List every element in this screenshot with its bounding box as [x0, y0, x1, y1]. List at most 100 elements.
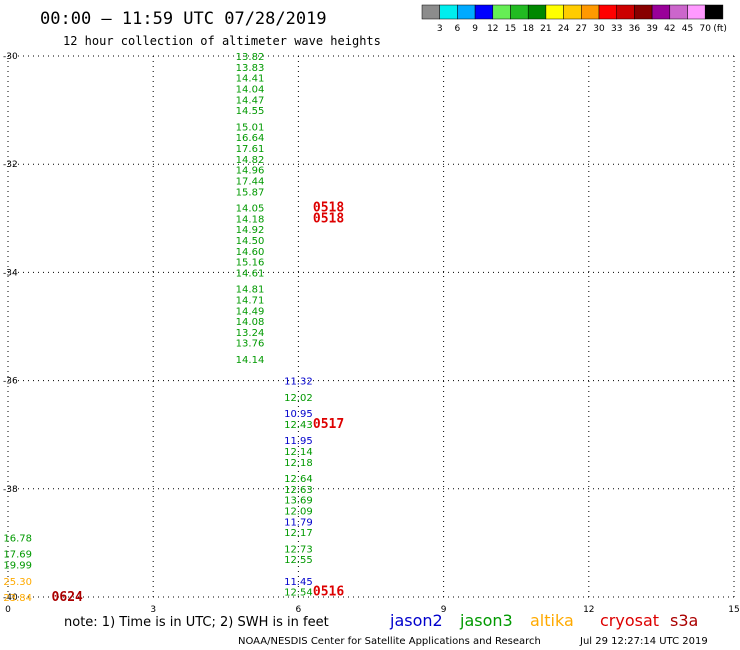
wave-height-label: 23.84	[3, 593, 32, 604]
colorbar-swatch	[492, 4, 511, 20]
data-points: 11.32 10.95 11.95 11.79 11.45 13.8213.8314.41…	[3, 52, 344, 605]
wave-height-label: 14.18	[236, 214, 265, 225]
wave-height-label: 17.44	[236, 176, 265, 187]
x-tick-label: 9	[441, 605, 447, 615]
wave-height-label: 14.14	[236, 355, 265, 366]
colorbar-swatch	[598, 4, 617, 20]
colorbar-label: 24	[558, 24, 570, 34]
colorbar-swatch	[616, 4, 635, 20]
wave-height-label: 11.79	[284, 517, 313, 528]
wave-height-label: 19.99	[3, 561, 32, 572]
colorbar-label: 70	[699, 24, 711, 34]
pass-label: 0624	[52, 590, 83, 605]
wave-height-label: 11.32	[284, 377, 313, 388]
x-tick-label: 12	[583, 605, 594, 615]
colorbar-label: 3	[437, 24, 443, 34]
colorbar-swatch	[457, 4, 476, 20]
wave-height-label: 17.61	[236, 144, 265, 155]
colorbar-swatch	[474, 4, 494, 20]
colorbar-label: 15	[505, 24, 516, 34]
colorbar-swatch	[527, 4, 547, 20]
wave-height-label: 14.61	[236, 268, 265, 279]
x-tick-label: 15	[728, 605, 739, 615]
wave-height-label: 11.45	[284, 577, 313, 588]
wave-height-label: 14.47	[236, 95, 265, 106]
colorbar-label: 6	[455, 24, 461, 34]
wave-height-label: 16.78	[3, 533, 32, 544]
wave-height-label: 12.63	[284, 485, 313, 496]
colorbar-label: 18	[522, 24, 534, 34]
wave-height-label: 12.73	[284, 544, 313, 555]
legend-altika: altika	[530, 611, 574, 630]
wave-height-label: 11.95	[284, 436, 313, 447]
wave-height-label: 14.08	[236, 317, 265, 328]
wave-height-label: 14.41	[236, 74, 265, 85]
colorbar-label: 12	[487, 24, 498, 34]
pass-label: 0517	[313, 417, 344, 432]
colorbar-swatch	[651, 4, 671, 20]
wave-height-label: 14.04	[236, 84, 265, 95]
wave-height-label: 14.49	[236, 306, 265, 317]
colorbar-label: 21	[540, 24, 551, 34]
y-tick-label: -36	[3, 377, 18, 387]
wave-height-label: 12.14	[284, 447, 313, 458]
colorbar-label: 45	[682, 24, 693, 34]
wave-height-label: 14.05	[236, 203, 265, 214]
x-tick-label: 3	[150, 605, 156, 615]
colorbar-label: 42	[664, 24, 675, 34]
colorbar-label: 27	[576, 24, 587, 34]
wave-height-label: 12.18	[284, 458, 313, 469]
colorbar-swatch	[545, 4, 564, 20]
colorbar-swatch	[421, 4, 440, 20]
wave-height-label: 10.95	[284, 409, 313, 420]
wave-height-label: 12.55	[284, 555, 313, 566]
colorbar-unit: (ft)	[713, 24, 727, 34]
wave-height-label: 14.60	[236, 247, 265, 258]
wave-height-label: 12.54	[284, 588, 313, 599]
colorbar-swatch	[704, 4, 724, 20]
wave-height-label: 14.81	[236, 285, 265, 296]
wave-height-label: 12.64	[284, 474, 313, 485]
y-tick-label: -34	[3, 268, 18, 278]
axes: 0 3 6 9 12 15 -30 -32 -34 -36 -38 -40	[3, 52, 740, 615]
colorbar-label: 33	[611, 24, 622, 34]
colorbar-label: 36	[629, 24, 641, 34]
wave-height-label: 12.09	[284, 506, 313, 517]
colorbar-swatch	[510, 4, 529, 20]
wave-height-label: 14.96	[236, 166, 265, 177]
pass-label: 0516	[313, 585, 344, 600]
chart-title: 00:00 – 11:59 UTC 07/28/2019	[40, 9, 327, 29]
wave-height-label: 14.55	[236, 106, 265, 117]
y-tick-label: -38	[3, 485, 18, 495]
colorbar-swatch	[669, 4, 688, 20]
wave-height-label: 13.83	[236, 63, 265, 74]
wave-height-label: 13.76	[236, 339, 265, 350]
pass-label: 0518	[313, 200, 344, 215]
wave-height-label: 13.82	[236, 52, 265, 63]
legend-s3a: s3a	[670, 611, 698, 630]
legend-cryosat: cryosat	[600, 611, 659, 630]
wave-height-label: 15.16	[236, 258, 265, 269]
colorbar-swatch	[634, 4, 653, 20]
wave-height-label: 12.17	[284, 528, 313, 539]
wave-height-label: 12.02	[284, 393, 313, 404]
x-tick-label: 0	[5, 605, 11, 615]
colorbar-swatch	[563, 4, 582, 20]
wave-height-label: 14.50	[236, 236, 265, 247]
footnote: note: 1) Time is in UTC; 2) SWH is in fe…	[64, 615, 329, 630]
wave-height-label: 14.82	[236, 155, 265, 166]
legend: jason2 jason3 altika cryosat s3a	[389, 611, 698, 630]
y-tick-label: -32	[3, 160, 18, 170]
y-tick-label: -40	[3, 593, 18, 603]
wave-height-label: 14.71	[236, 295, 265, 306]
colorbar-label: 30	[593, 24, 605, 34]
chart-subtitle: 12 hour collection of altimeter wave hei…	[63, 34, 381, 48]
x-tick-label: 6	[296, 605, 302, 615]
colorbar-label: 39	[646, 24, 658, 34]
credit-line: NOAA/NESDIS Center for Satellite Applica…	[238, 636, 541, 647]
wave-height-label: 12.43	[284, 420, 313, 431]
wave-height-label: 13.69	[284, 496, 313, 507]
wave-height-label: 16.64	[236, 133, 265, 144]
timestamp: Jul 29 12:27:14 UTC 2019	[579, 636, 708, 647]
